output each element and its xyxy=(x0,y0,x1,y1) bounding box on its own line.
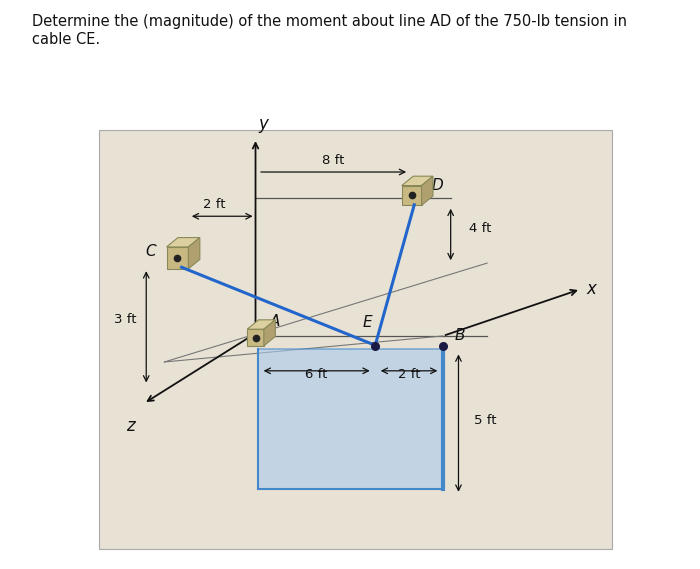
Text: x: x xyxy=(586,280,596,298)
Text: 8 ft: 8 ft xyxy=(323,154,345,167)
Text: 3 ft: 3 ft xyxy=(114,313,136,326)
Polygon shape xyxy=(167,238,200,247)
Polygon shape xyxy=(258,349,443,489)
Polygon shape xyxy=(402,176,433,185)
Text: D: D xyxy=(431,178,443,192)
Text: B: B xyxy=(454,328,465,344)
Text: 5 ft: 5 ft xyxy=(474,414,496,427)
Text: 2 ft: 2 ft xyxy=(398,368,420,381)
Bar xyxy=(247,329,264,346)
Text: 6 ft: 6 ft xyxy=(305,368,328,381)
Text: 4 ft: 4 ft xyxy=(469,222,491,235)
Polygon shape xyxy=(421,176,433,205)
Text: E: E xyxy=(363,315,372,329)
Polygon shape xyxy=(247,320,275,329)
Bar xyxy=(402,185,421,205)
Text: z: z xyxy=(126,417,135,435)
Text: A: A xyxy=(270,315,281,329)
Text: Determine the (magnitude) of the moment about line AD of the 750-lb tension in
c: Determine the (magnitude) of the moment … xyxy=(32,14,626,47)
Bar xyxy=(167,247,188,269)
Text: y: y xyxy=(258,115,268,133)
Polygon shape xyxy=(264,320,275,346)
Text: C: C xyxy=(145,244,155,259)
Polygon shape xyxy=(188,238,199,269)
Text: 2 ft: 2 ft xyxy=(202,199,225,212)
